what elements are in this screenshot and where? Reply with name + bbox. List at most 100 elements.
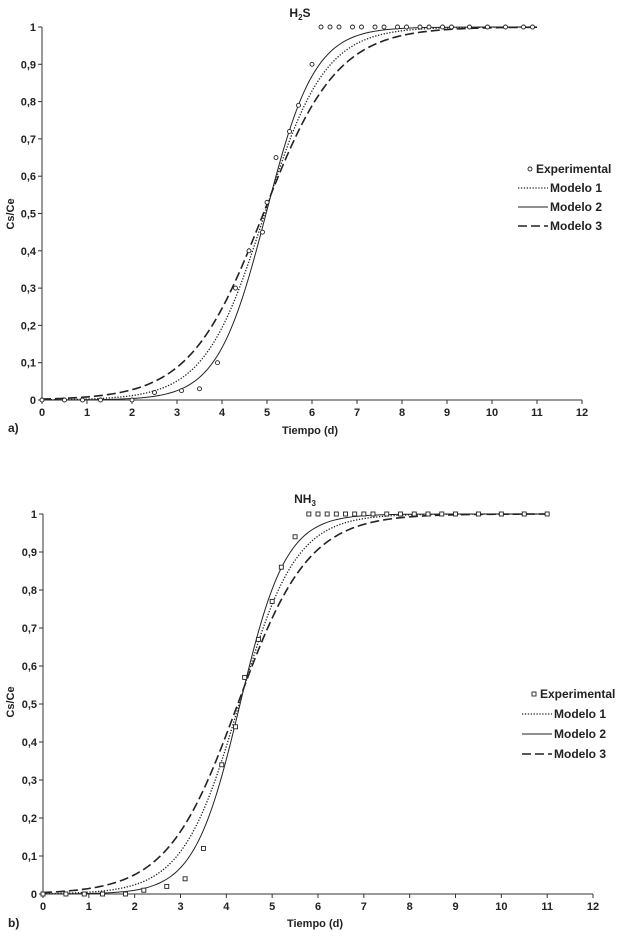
experimental-point [63,891,69,897]
experimental-point [80,397,85,403]
experimental-point [273,155,279,161]
experimental-point [318,24,324,30]
x-tick-label: 11 [531,407,543,419]
model-curve-2 [42,513,548,895]
y-tick-label: 1 [30,22,36,34]
x-axis-label: Tiempo (d) [282,425,338,437]
x-tick-label: 7 [361,901,367,913]
experimental-point [242,674,248,680]
legend-label-experimental: Experimental [536,162,611,176]
experimental-point [40,891,46,897]
experimental-point [255,636,261,642]
legend: Experimental Modelo 1 Modelo 2 Modelo 3 [522,687,615,761]
x-tick-label: 7 [354,407,360,419]
experimental-point [370,511,376,517]
experimental-point [309,61,315,67]
experimental-point [62,397,67,403]
x-tick-label: 4 [219,407,226,419]
experimental-point [152,390,157,395]
x-tick-label: 8 [399,407,405,419]
experimental-point [98,397,103,403]
x-axis-label: Tiempo (d) [287,918,343,930]
experimental-point [372,24,378,30]
experimental-point [287,128,292,134]
experimental-point [384,511,390,517]
x-tick-label: 2 [132,901,138,913]
y-tick-label: 0,4 [22,737,38,749]
y-tick-label: 0,6 [22,661,37,673]
x-tick-label: 0 [40,901,46,913]
experimental-point [439,511,445,517]
panel-label: b) [8,916,19,930]
experimental-point [475,511,481,517]
experimental-point [200,845,206,851]
model-curve-1 [42,513,548,895]
x-tick-label: 8 [407,901,413,913]
experimental-point [100,891,106,897]
experimental-point [352,511,358,517]
experimental-point [440,24,445,30]
y-tick-label: 0,1 [21,358,36,370]
y-tick-label: 0,8 [21,97,36,109]
experimental-point [333,511,339,517]
x-tick-label: 11 [541,901,553,913]
x-tick-label: 10 [495,901,507,913]
y-tick-label: 0,5 [21,209,36,221]
experimental-point [503,24,508,30]
chart-panel-2: 0 1 2 3 4 5 6 7 8 9 10 11 1200,10,20,30,40,50,60,70,… [5,492,615,930]
experimental-point [129,397,135,403]
experimental-point [417,24,423,30]
experimental-point [425,511,431,517]
model-curve-3 [41,26,538,400]
legend-label-model-2: Modelo 2 [550,200,602,214]
legend-label-model-3: Modelo 3 [550,219,602,233]
experimental-point [315,511,321,517]
legend-label-model-2: Modelo 2 [554,727,606,741]
experimental-point [381,24,387,30]
x-tick-label: 9 [444,407,450,419]
experimental-point [197,386,202,392]
y-axis-label: Cs/Ce [5,686,17,717]
x-tick-label: 4 [223,901,230,913]
experimental-point [467,24,472,30]
experimental-point [215,360,220,366]
chart-title: NH3 [294,492,316,508]
experimental-point [411,511,417,517]
experimental-point [182,876,188,882]
legend-label-experimental: Experimental [540,687,615,701]
experimental-point [246,248,252,254]
y-tick-label: 0,6 [21,171,36,183]
x-tick-label: 5 [264,407,270,419]
experimental-point [544,511,550,517]
x-tick-label: 12 [587,901,599,913]
legend-marker-experimental [527,166,533,172]
experimental-point [324,511,330,517]
experimental-point [39,397,45,403]
y-tick-label: 0,3 [22,775,37,787]
x-tick-label: 2 [129,407,135,419]
y-tick-label: 0,5 [22,699,37,711]
chart-title: H2S [289,6,310,22]
experimental-point [164,883,170,889]
experimental-point [292,534,298,540]
experimental-point [350,24,355,30]
experimental-point [219,762,225,768]
x-tick-label: 5 [269,901,275,913]
y-tick-label: 0,9 [22,547,37,559]
legend: Experimental Modelo 1 Modelo 2 Modelo 3 [518,162,611,233]
y-tick-label: 0,2 [21,320,36,332]
legend-label-model-3: Modelo 3 [554,747,606,761]
experimental-point [296,102,301,108]
legend-marker-experimental [531,691,537,697]
experimental-point [485,24,490,30]
model-curve-3 [42,513,548,894]
experimental-point [453,511,458,517]
x-tick-label: 6 [315,901,321,913]
experimental-point [327,24,333,30]
y-tick-label: 0,7 [21,134,36,146]
y-tick-label: 0,2 [22,813,37,825]
legend-label-model-1: Modelo 1 [554,707,606,721]
y-tick-label: 0,7 [22,623,37,635]
experimental-point [449,24,454,30]
